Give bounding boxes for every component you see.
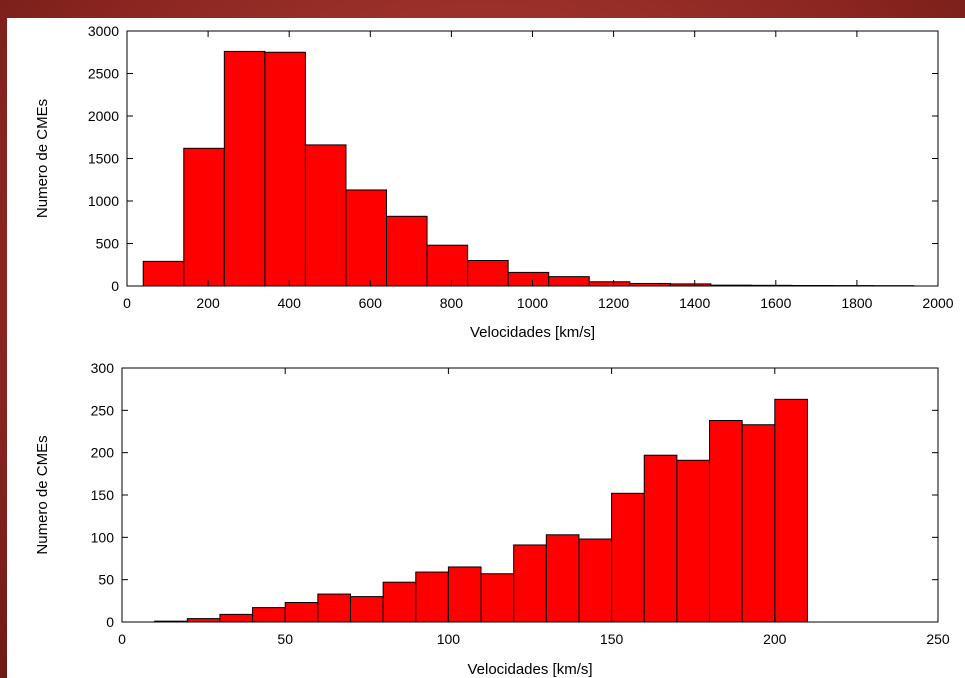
x-axis-label: Velocidades [km/s] (467, 661, 592, 678)
histogram-low-speeds: 0 50 100 150 200 250 0 50 100 150 200 250 300 Velocid… (34, 360, 950, 678)
y-tick-label: 500 (96, 236, 120, 252)
x-tick-label: 100 (437, 631, 461, 647)
histogram-bar (643, 454, 678, 623)
y-axis-label: Numero de CMEs (34, 435, 51, 554)
histogram-bar (284, 602, 319, 623)
histogram-bar (774, 398, 808, 623)
histogram-all-speeds: 0 200 400 600 800 1000 1200 1400 1600 1800 2000 0 50… (34, 23, 954, 341)
histogram-bar (223, 50, 266, 287)
y-tick-label: 150 (91, 487, 115, 503)
x-tick-label: 1600 (760, 295, 791, 311)
y-axis-label: Numero de CMEs (34, 99, 51, 218)
x-tick-label: 0 (123, 295, 131, 311)
histogram-bar (709, 419, 743, 623)
histogram-bar (252, 607, 286, 623)
histogram-bar (317, 593, 351, 623)
histogram-bar (513, 544, 547, 623)
histogram-bar (349, 596, 384, 623)
histogram-bar (578, 538, 613, 623)
x-tick-label: 1800 (841, 295, 872, 311)
histogram-figure: 0 200 400 600 800 1000 1200 1400 1600 1800 2000050… (34, 23, 954, 678)
x-tick-label: 200 (196, 295, 220, 311)
histogram-bar (183, 147, 225, 287)
x-tick-label: 1200 (598, 295, 629, 311)
x-tick-label: 50 (277, 631, 293, 647)
y-tick-label: 3000 (88, 23, 119, 39)
histogram-bar (507, 271, 550, 287)
y-tick-label: 1500 (88, 151, 119, 167)
x-tick-label: 150 (600, 631, 624, 647)
histogram-bar (588, 281, 631, 287)
x-tick-label: 200 (763, 631, 787, 647)
x-axis-label: Velocidades [km/s] (470, 324, 595, 341)
y-tick-label: 2500 (88, 66, 119, 82)
y-tick-label: 300 (91, 360, 115, 376)
histogram-bar (142, 260, 185, 287)
y-tick-label: 0 (106, 614, 114, 630)
y-tick-label: 250 (91, 402, 115, 418)
x-tick-label: 0 (118, 631, 126, 647)
y-tick-label: 200 (91, 445, 115, 461)
y-tick-label: 2000 (88, 108, 119, 124)
y-tick-label: 0 (111, 278, 119, 294)
histogram-bar (264, 51, 306, 287)
histogram-bar (345, 189, 388, 287)
x-tick-label: 1400 (679, 295, 710, 311)
histogram-bar (304, 144, 347, 287)
x-tick-label: 600 (359, 295, 383, 311)
histogram-bar (548, 276, 590, 287)
x-tick-label: 400 (278, 295, 302, 311)
histogram-bar (741, 424, 776, 623)
x-tick-label: 2000 (922, 295, 953, 311)
x-tick-label: 250 (926, 631, 950, 647)
histogram-bar (676, 459, 711, 623)
histogram-bar (382, 581, 417, 623)
y-tick-label: 100 (91, 529, 115, 545)
histogram-bar (219, 613, 254, 623)
y-tick-label: 50 (98, 572, 114, 588)
histogram-bar (415, 571, 449, 623)
x-tick-label: 1000 (517, 295, 548, 311)
histogram-bar (386, 215, 428, 287)
histogram-bar (447, 566, 482, 623)
histogram-bar (426, 244, 469, 287)
figure-panel: 0 200 400 600 800 1000 1200 1400 1600 1800 2000 0 50… (7, 18, 965, 678)
histogram-bar (186, 618, 221, 623)
histogram-bar (480, 573, 515, 623)
histogram-bar (545, 534, 580, 623)
histogram-bar (467, 260, 509, 287)
histogram-bar (611, 492, 645, 623)
y-tick-label: 1000 (88, 193, 119, 209)
x-tick-label: 800 (440, 295, 464, 311)
